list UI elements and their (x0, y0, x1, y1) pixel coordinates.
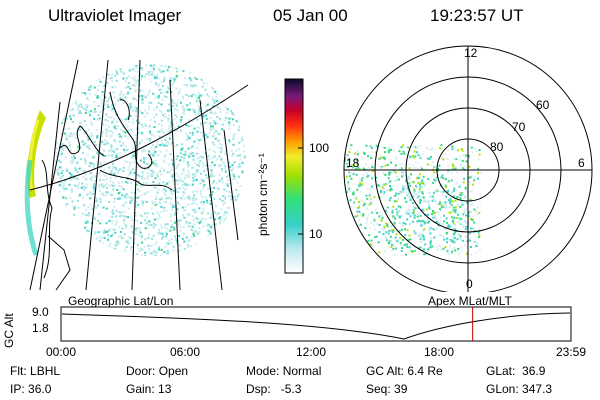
polar-mlt-plot (343, 45, 593, 292)
altitude-ytick-1-8: 1.8 (32, 321, 49, 335)
glon-label: GLon: (486, 382, 519, 396)
dsp-value: -5.3 (280, 382, 302, 396)
ip-label: IP: (10, 382, 25, 396)
mlt-label-18: 18 (346, 156, 360, 170)
mode-label: Mode: (246, 364, 280, 378)
gain-value: 13 (158, 382, 172, 396)
mode-field: Mode: Normal (246, 364, 321, 378)
gain-label: Gain: (126, 382, 155, 396)
mlat-label-60: 60 (536, 98, 550, 112)
instrument-title: Ultraviolet Imager (48, 6, 182, 25)
door-label: Door: (126, 364, 156, 378)
mode-value: Normal (282, 364, 322, 378)
dsp-field: Dsp: -5.3 (246, 382, 301, 396)
glat-label: GLat: (486, 364, 516, 378)
seq-value: 39 (394, 382, 408, 396)
colorbar-tick-label-10: 10 (309, 227, 323, 241)
altitude-plot-frame (60, 306, 572, 342)
colorbar-tick-label-100: 100 (309, 141, 330, 155)
ip-field: IP: 36.0 (10, 382, 51, 396)
altitude-xtick-0600: 06:00 (170, 345, 201, 359)
limb-glow-core (28, 119, 40, 191)
altitude-xtick-1800: 18:00 (424, 345, 455, 359)
limb-glow-lower (24, 159, 39, 256)
polar-grid (343, 45, 593, 292)
gain-field: Gain: 13 (126, 382, 171, 396)
altitude-ytick-9: 9.0 (32, 305, 49, 319)
limb-glow (27, 110, 46, 198)
image-date: 05 Jan 00 (273, 6, 348, 25)
colorbar-scale (284, 78, 304, 274)
dsp-label: Dsp: (246, 382, 271, 396)
mlt-label-0: 0 (466, 277, 473, 291)
altitude-plot (60, 306, 572, 342)
mlat-label-80: 80 (490, 140, 504, 154)
altitude-ylabel: GC Alt (2, 313, 16, 348)
gcalt-field: GC Alt: 6.4 Re (366, 364, 443, 378)
seq-field: Seq: 39 (366, 382, 407, 396)
seq-label: Seq: (366, 382, 391, 396)
uv-auroral-oval (344, 144, 482, 256)
flt-label: Flt: (10, 364, 27, 378)
ip-value: 36.0 (28, 382, 52, 396)
gcalt-label: GC Alt: (366, 364, 405, 378)
flt-value: LBHL (30, 364, 61, 378)
glon-field: GLon: 347.3 (486, 382, 552, 396)
altitude-xtick-2359: 23:59 (556, 345, 587, 359)
mlat-label-70: 70 (512, 120, 526, 134)
door-value: Open (158, 364, 189, 378)
geo-projection-label: Geographic Lat/Lon (68, 294, 174, 308)
colorbar-unit-label: photon cm⁻²s⁻¹ (256, 153, 270, 236)
door-field: Door: Open (126, 364, 188, 378)
mlt-label-6: 6 (578, 156, 585, 170)
glat-field: GLat: 36.9 (486, 364, 545, 378)
gcalt-value: 6.4 Re (407, 364, 443, 378)
coastlines (41, 91, 173, 291)
glat-value: 36.9 (522, 364, 546, 378)
apex-projection-label: Apex MLat/MLT (428, 294, 512, 308)
colorbar (284, 78, 304, 274)
uv-emission-geo (54, 64, 246, 256)
geo-grid (29, 59, 249, 291)
flt-field: Flt: LBHL (10, 364, 60, 378)
geographic-map-panel (24, 59, 249, 291)
mlt-label-12: 12 (464, 46, 478, 60)
altitude-xtick-0000: 00:00 (46, 345, 77, 359)
glon-value: 347.3 (522, 382, 553, 396)
altitude-curve (61, 312, 571, 340)
image-time: 19:23:57 UT (430, 6, 524, 25)
altitude-xtick-1200: 12:00 (296, 345, 327, 359)
geo-frame-line (39, 101, 61, 291)
